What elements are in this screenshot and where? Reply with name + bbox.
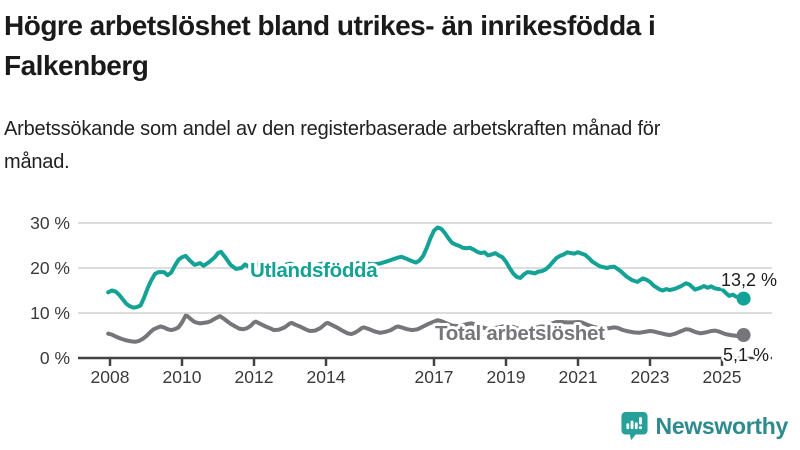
series-utlandsfodda	[106, 225, 751, 310]
y-axis-labels: 30 % 20 % 10 % 0 %	[30, 213, 70, 368]
chart-subtitle: Arbetssökande som andel av den registerb…	[4, 117, 661, 174]
svg-text:2012: 2012	[235, 367, 274, 387]
svg-text:2008: 2008	[91, 367, 130, 387]
svg-text:2010: 2010	[163, 367, 202, 387]
x-axis-labels: 2008 2010 2012 2014 2017 2019 2021 2023 2025	[91, 367, 742, 387]
svg-text:10 %: 10 %	[30, 303, 70, 323]
brand-name: Newsworthy	[655, 412, 789, 439]
svg-text:2021: 2021	[559, 367, 598, 387]
svg-text:2023: 2023	[631, 367, 670, 387]
page-title: Högre arbetslöshet bland utrikes- än inr…	[4, 10, 656, 81]
gridlines	[78, 222, 772, 314]
series-label: Utlandsfödda	[250, 259, 378, 282]
series-end-dot	[736, 291, 751, 306]
svg-text:20 %: 20 %	[30, 258, 70, 278]
newsworthy-logo-icon	[620, 411, 648, 441]
end-value-label: 13,2 %	[721, 270, 777, 290]
x-axis	[78, 356, 772, 366]
svg-text:0 %: 0 %	[40, 348, 70, 368]
series-label: Total arbetslöshet	[435, 322, 605, 345]
svg-text:2025: 2025	[703, 367, 742, 387]
header: Högre arbetslöshet bland utrikes- än inr…	[4, 2, 796, 180]
brand-footer[interactable]: Newsworthy	[620, 411, 789, 441]
end-value-label: 5,1 %	[723, 345, 769, 365]
series-line	[106, 313, 746, 344]
svg-text:30 %: 30 %	[30, 213, 70, 233]
svg-text:2014: 2014	[307, 367, 346, 387]
series-end-dot	[736, 328, 751, 343]
series-line	[106, 225, 746, 310]
svg-text:2017: 2017	[415, 367, 454, 387]
svg-text:2019: 2019	[487, 367, 526, 387]
series-total	[106, 313, 751, 344]
